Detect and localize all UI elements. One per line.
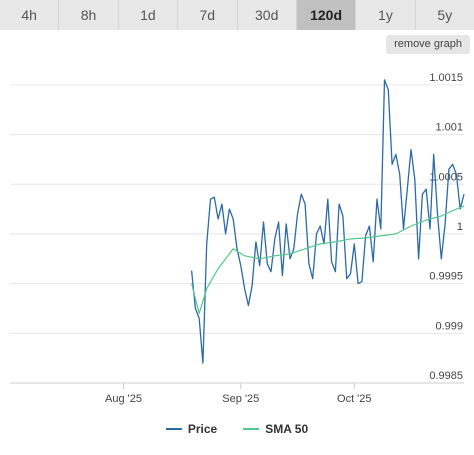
y-tick-label: 1.0015 [429, 72, 463, 84]
timeframe-tabs: 4h 8h 1d 7d 30d 120d 1y 5y [0, 0, 474, 30]
legend-label-price: Price [187, 422, 218, 436]
y-tick-label: 1.001 [435, 122, 463, 134]
price-chart: 0.9985 0.999 0.9995 1 1.0005 1.001 1.0015 Aug '… [10, 72, 465, 405]
chart-legend: Price SMA 50 [0, 418, 474, 440]
legend-swatch-sma [243, 428, 260, 430]
tab-8h[interactable]: 8h [59, 0, 119, 30]
tab-30d[interactable]: 30d [237, 0, 297, 30]
legend-item-price[interactable]: Price [165, 422, 218, 436]
legend-label-sma: SMA 50 [265, 422, 309, 436]
y-tick-label: 1.0005 [429, 171, 463, 183]
tab-120d[interactable]: 120d [296, 0, 357, 30]
y-tick-label: 0.999 [435, 320, 463, 332]
y-tick-label: 0.9995 [429, 271, 463, 283]
tab-5y[interactable]: 5y [415, 0, 474, 30]
sma-series-line [191, 205, 465, 314]
tab-1d[interactable]: 1d [118, 0, 179, 30]
x-tick-label: Sep '25 [222, 393, 259, 405]
legend-swatch-price [165, 428, 182, 430]
legend-item-sma[interactable]: SMA 50 [243, 422, 308, 436]
tab-7d[interactable]: 7d [178, 0, 238, 30]
y-tick-label: 0.9985 [429, 370, 463, 382]
tab-1y[interactable]: 1y [356, 0, 416, 30]
price-series-line [190, 79, 465, 364]
tab-4h[interactable]: 4h [0, 0, 60, 30]
x-tick-label: Aug '25 [105, 393, 142, 405]
y-tick-label: 1 [457, 221, 463, 233]
x-tick-label: Oct '25 [337, 393, 372, 405]
remove-graph-button[interactable]: remove graph [386, 35, 470, 54]
